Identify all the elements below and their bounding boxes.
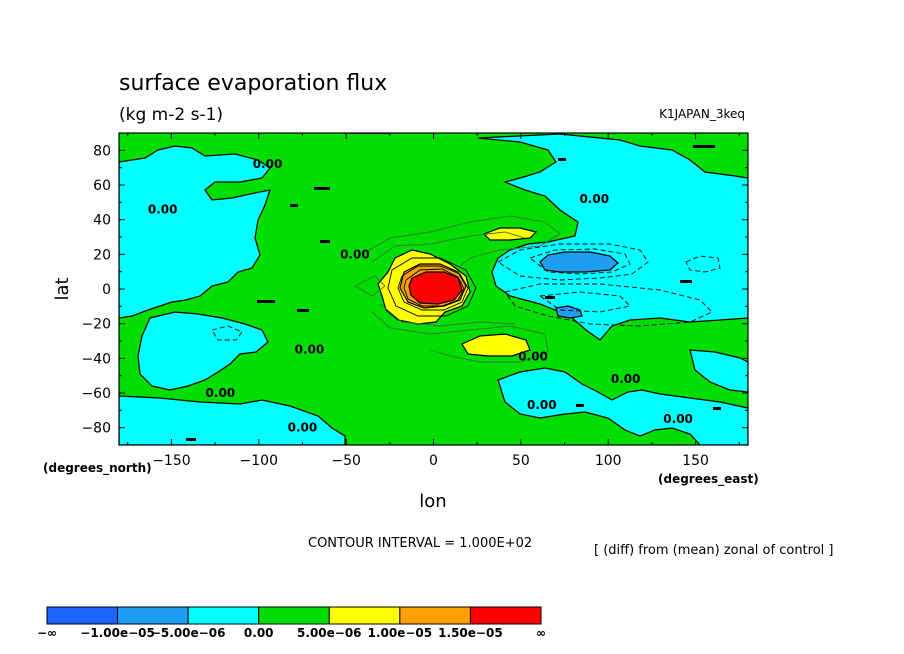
x-tick-label: −150 xyxy=(152,453,190,469)
contour-lines-center xyxy=(387,257,477,317)
speck xyxy=(558,158,566,161)
cyan-region-nw xyxy=(119,145,271,319)
contour-labels: 0.00 0.00 0.00 0.00 0.00 0.00 0.00 0.00 0.00 0.00… xyxy=(148,157,693,434)
contour-line xyxy=(354,275,386,297)
contour-line xyxy=(685,255,721,273)
colorbar-swatch xyxy=(328,606,401,625)
x-tick-label: 50 xyxy=(512,453,530,469)
x-tick-label: 0 xyxy=(429,453,438,469)
experiment-label: K1JAPAN_3keq xyxy=(659,107,745,121)
negative-regions xyxy=(119,133,748,445)
x-axis-ticks: −150 −100 −50 0 50 100 150 xyxy=(127,133,740,469)
chart-title: surface evaporation flux xyxy=(119,71,387,96)
strong-negative-regions xyxy=(539,251,619,319)
speck xyxy=(257,300,275,303)
y-tick-label: 0 xyxy=(102,282,111,298)
colorbar: −∞ −1.00e−05−5.00e−06 0.00 5.00e−06 1.00e−05… xyxy=(37,606,546,640)
y-tick-label: 40 xyxy=(93,213,111,229)
contour-line xyxy=(371,231,526,263)
colorbar-swatch xyxy=(46,606,119,625)
y-tick-label: −80 xyxy=(81,421,111,437)
contour-ring xyxy=(403,268,465,307)
speck xyxy=(297,309,309,312)
cyan-region-sw xyxy=(137,311,269,391)
contour-line xyxy=(379,303,516,327)
x-tick-label: 100 xyxy=(595,453,622,469)
cyan-region-s xyxy=(119,395,346,445)
blue-region-north-pacific xyxy=(539,251,619,273)
contour-line xyxy=(504,283,713,327)
x-tick-label: −50 xyxy=(331,453,361,469)
colorbar-label: 0.00 xyxy=(244,626,274,640)
speck xyxy=(320,240,330,243)
speck xyxy=(693,145,715,148)
cyan-region-ne xyxy=(477,133,748,341)
x-axis-units: (degrees_east) xyxy=(658,472,759,487)
contour-line xyxy=(497,243,649,281)
red-region-center xyxy=(408,271,463,305)
colorbar-swatch xyxy=(469,606,542,625)
speck xyxy=(314,187,330,190)
contour-label: 0.00 xyxy=(340,247,370,261)
diff-note-text: [ (diff) from (mean) zonal of control ] xyxy=(594,543,833,558)
colorbar-label: −1.00e−05 xyxy=(80,626,155,640)
colorbar-label: 1.00e−05 xyxy=(368,626,433,640)
colorbar-label: 5.00e−06 xyxy=(297,626,362,640)
y-axis-label: lat xyxy=(52,277,73,300)
cyan-region-sse xyxy=(689,349,748,393)
contour-label: 0.00 xyxy=(206,386,236,400)
y-axis-ticks: 80 60 40 20 0 −20 −40 −60 −80 xyxy=(81,143,748,437)
contour-ring xyxy=(387,257,477,317)
speck xyxy=(290,204,298,207)
speck xyxy=(186,438,196,441)
positive-regions xyxy=(377,227,538,357)
x-tick-label: 150 xyxy=(682,453,709,469)
contour-label: 0.00 xyxy=(663,412,693,426)
colorbar-swatch xyxy=(117,606,189,625)
colorbar-label: 1.50e−05 xyxy=(438,626,503,640)
y-tick-label: 80 xyxy=(93,143,111,159)
contour-lines-positive xyxy=(354,215,561,363)
contour-interval-text: CONTOUR INTERVAL = 1.000E+02 xyxy=(308,536,532,551)
colorbar-label: −5.00e−06 xyxy=(151,626,226,640)
y-tick-label: −60 xyxy=(81,386,111,402)
chart-units: (kg m-2 s-1) xyxy=(119,105,223,125)
cyan-region-se xyxy=(497,367,748,445)
contour-line xyxy=(538,291,631,313)
y-tick-label: 60 xyxy=(93,178,111,194)
plot-area: 0.00 0.00 0.00 0.00 0.00 0.00 0.00 0.00 0.00 0.00… xyxy=(119,133,748,445)
contour-label: 0.00 xyxy=(295,343,325,357)
colorbar-swatch xyxy=(399,606,471,625)
yellow-region-south xyxy=(461,333,531,357)
colorbar-swatch xyxy=(258,606,330,625)
contour-line xyxy=(371,311,549,363)
contour-ring xyxy=(397,265,469,311)
contour-label: 0.00 xyxy=(288,421,318,435)
y-tick-label: −40 xyxy=(81,351,111,367)
contour-label: 0.00 xyxy=(611,372,641,386)
x-tick-label: −100 xyxy=(240,453,278,469)
contour-label: 0.00 xyxy=(579,192,609,206)
contour-label: 0.00 xyxy=(527,398,557,412)
colorbar-label: ∞ xyxy=(536,626,546,640)
colorbar-label: −∞ xyxy=(37,626,57,640)
contour-line xyxy=(361,215,561,267)
contour-line xyxy=(529,248,631,275)
y-axis-units: (degrees_north) xyxy=(43,461,152,476)
speck xyxy=(576,404,584,407)
colorbar-swatch xyxy=(187,606,260,625)
contour-lines-negative xyxy=(211,243,721,341)
speck xyxy=(680,280,692,283)
contour-label: 0.00 xyxy=(518,350,548,364)
contour-label: 0.00 xyxy=(253,157,283,171)
contour-line xyxy=(211,325,243,341)
y-tick-label: −20 xyxy=(81,317,111,333)
speck xyxy=(713,407,721,410)
contour-label: 0.00 xyxy=(148,202,178,216)
x-axis-label: lon xyxy=(419,491,446,512)
blue-region-south-pacific xyxy=(555,305,583,319)
speck xyxy=(545,296,555,299)
y-tick-label: 20 xyxy=(93,247,111,263)
